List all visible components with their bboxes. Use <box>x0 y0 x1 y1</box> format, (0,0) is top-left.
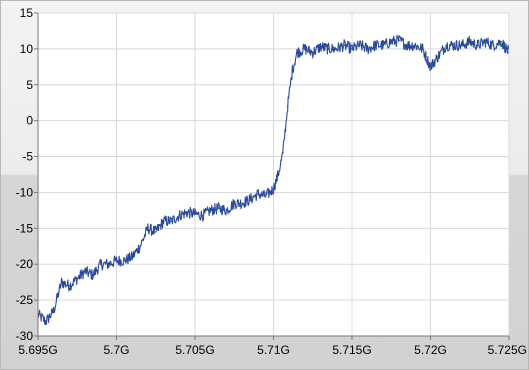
y-tick-label: 10 <box>20 42 34 56</box>
axes <box>34 12 510 340</box>
data-point <box>445 44 448 47</box>
data-point <box>304 48 306 50</box>
data-point <box>351 48 353 50</box>
data-point <box>76 277 79 280</box>
data-point <box>429 66 432 68</box>
data-point <box>52 310 55 312</box>
data-point <box>277 173 280 176</box>
x-tick-label: 5.725G <box>488 343 527 357</box>
series-layer <box>38 34 509 326</box>
data-point <box>60 281 63 283</box>
data-point <box>374 44 377 47</box>
data-point <box>147 227 149 230</box>
data-point <box>209 209 212 212</box>
y-tick-label: 0 <box>26 114 33 128</box>
series-line <box>38 34 509 326</box>
y-tick-label: -5 <box>22 150 33 164</box>
data-point <box>139 245 141 248</box>
data-point <box>131 256 133 258</box>
data-point <box>233 202 236 205</box>
data-point <box>335 48 338 50</box>
data-point <box>115 259 118 262</box>
data-point <box>186 211 188 214</box>
x-tick-label: 5.705G <box>175 343 214 357</box>
x-tick-label: 5.71G <box>257 343 290 357</box>
data-point <box>468 40 471 43</box>
y-tick-label: -30 <box>16 329 34 343</box>
data-point <box>461 44 463 47</box>
data-point <box>327 48 330 50</box>
y-tick-label: -10 <box>16 185 34 199</box>
data-point <box>107 263 110 266</box>
data-point <box>272 188 275 190</box>
y-tick-label: -25 <box>16 293 34 307</box>
data-point <box>92 274 94 276</box>
data-point <box>68 284 71 287</box>
data-point <box>162 220 165 222</box>
data-point <box>343 44 345 47</box>
data-point <box>319 45 322 48</box>
y-tick-label: 5 <box>26 78 33 92</box>
y-tick-label: -15 <box>16 221 34 235</box>
data-point <box>414 44 416 47</box>
data-point <box>225 209 228 212</box>
data-point <box>100 263 102 266</box>
x-tick-label: 5.72G <box>414 343 447 357</box>
data-point <box>484 40 487 43</box>
data-point <box>390 40 393 43</box>
data-point <box>296 51 298 54</box>
data-point <box>406 44 408 47</box>
data-point <box>492 44 495 47</box>
data-point <box>508 51 509 54</box>
data-point <box>178 214 181 217</box>
data-point <box>217 207 220 210</box>
x-tick-label: 5.695G <box>18 343 57 357</box>
data-point <box>421 48 424 50</box>
data-point <box>154 231 157 233</box>
data-point <box>170 220 173 222</box>
data-point <box>398 39 400 42</box>
data-point <box>311 51 314 54</box>
data-point <box>249 198 251 201</box>
data-point <box>291 69 294 72</box>
data-point <box>202 214 204 217</box>
data-point <box>500 40 502 43</box>
x-tick-label: 5.7G <box>103 343 129 357</box>
data-point <box>45 320 47 323</box>
data-point <box>382 44 385 47</box>
data-point <box>241 202 243 205</box>
data-point <box>123 259 126 262</box>
data-point <box>476 44 479 47</box>
x-tick-label: 5.715G <box>332 343 371 357</box>
y-tick-label: 15 <box>20 6 34 20</box>
data-point <box>437 55 440 57</box>
y-tick-label: -20 <box>16 257 34 271</box>
data-point <box>359 44 361 47</box>
tick-labels: 15 10 5 0 -5 -10 -15 -20 -25 -305.695G 5.7G 5.705G 5… <box>16 6 527 357</box>
data-point <box>366 48 369 50</box>
data-point <box>282 152 284 154</box>
data-point <box>264 195 267 197</box>
data-point <box>257 193 259 195</box>
data-point <box>286 105 289 108</box>
data-point <box>84 270 86 273</box>
data-point <box>194 213 196 215</box>
data-point <box>453 44 455 47</box>
